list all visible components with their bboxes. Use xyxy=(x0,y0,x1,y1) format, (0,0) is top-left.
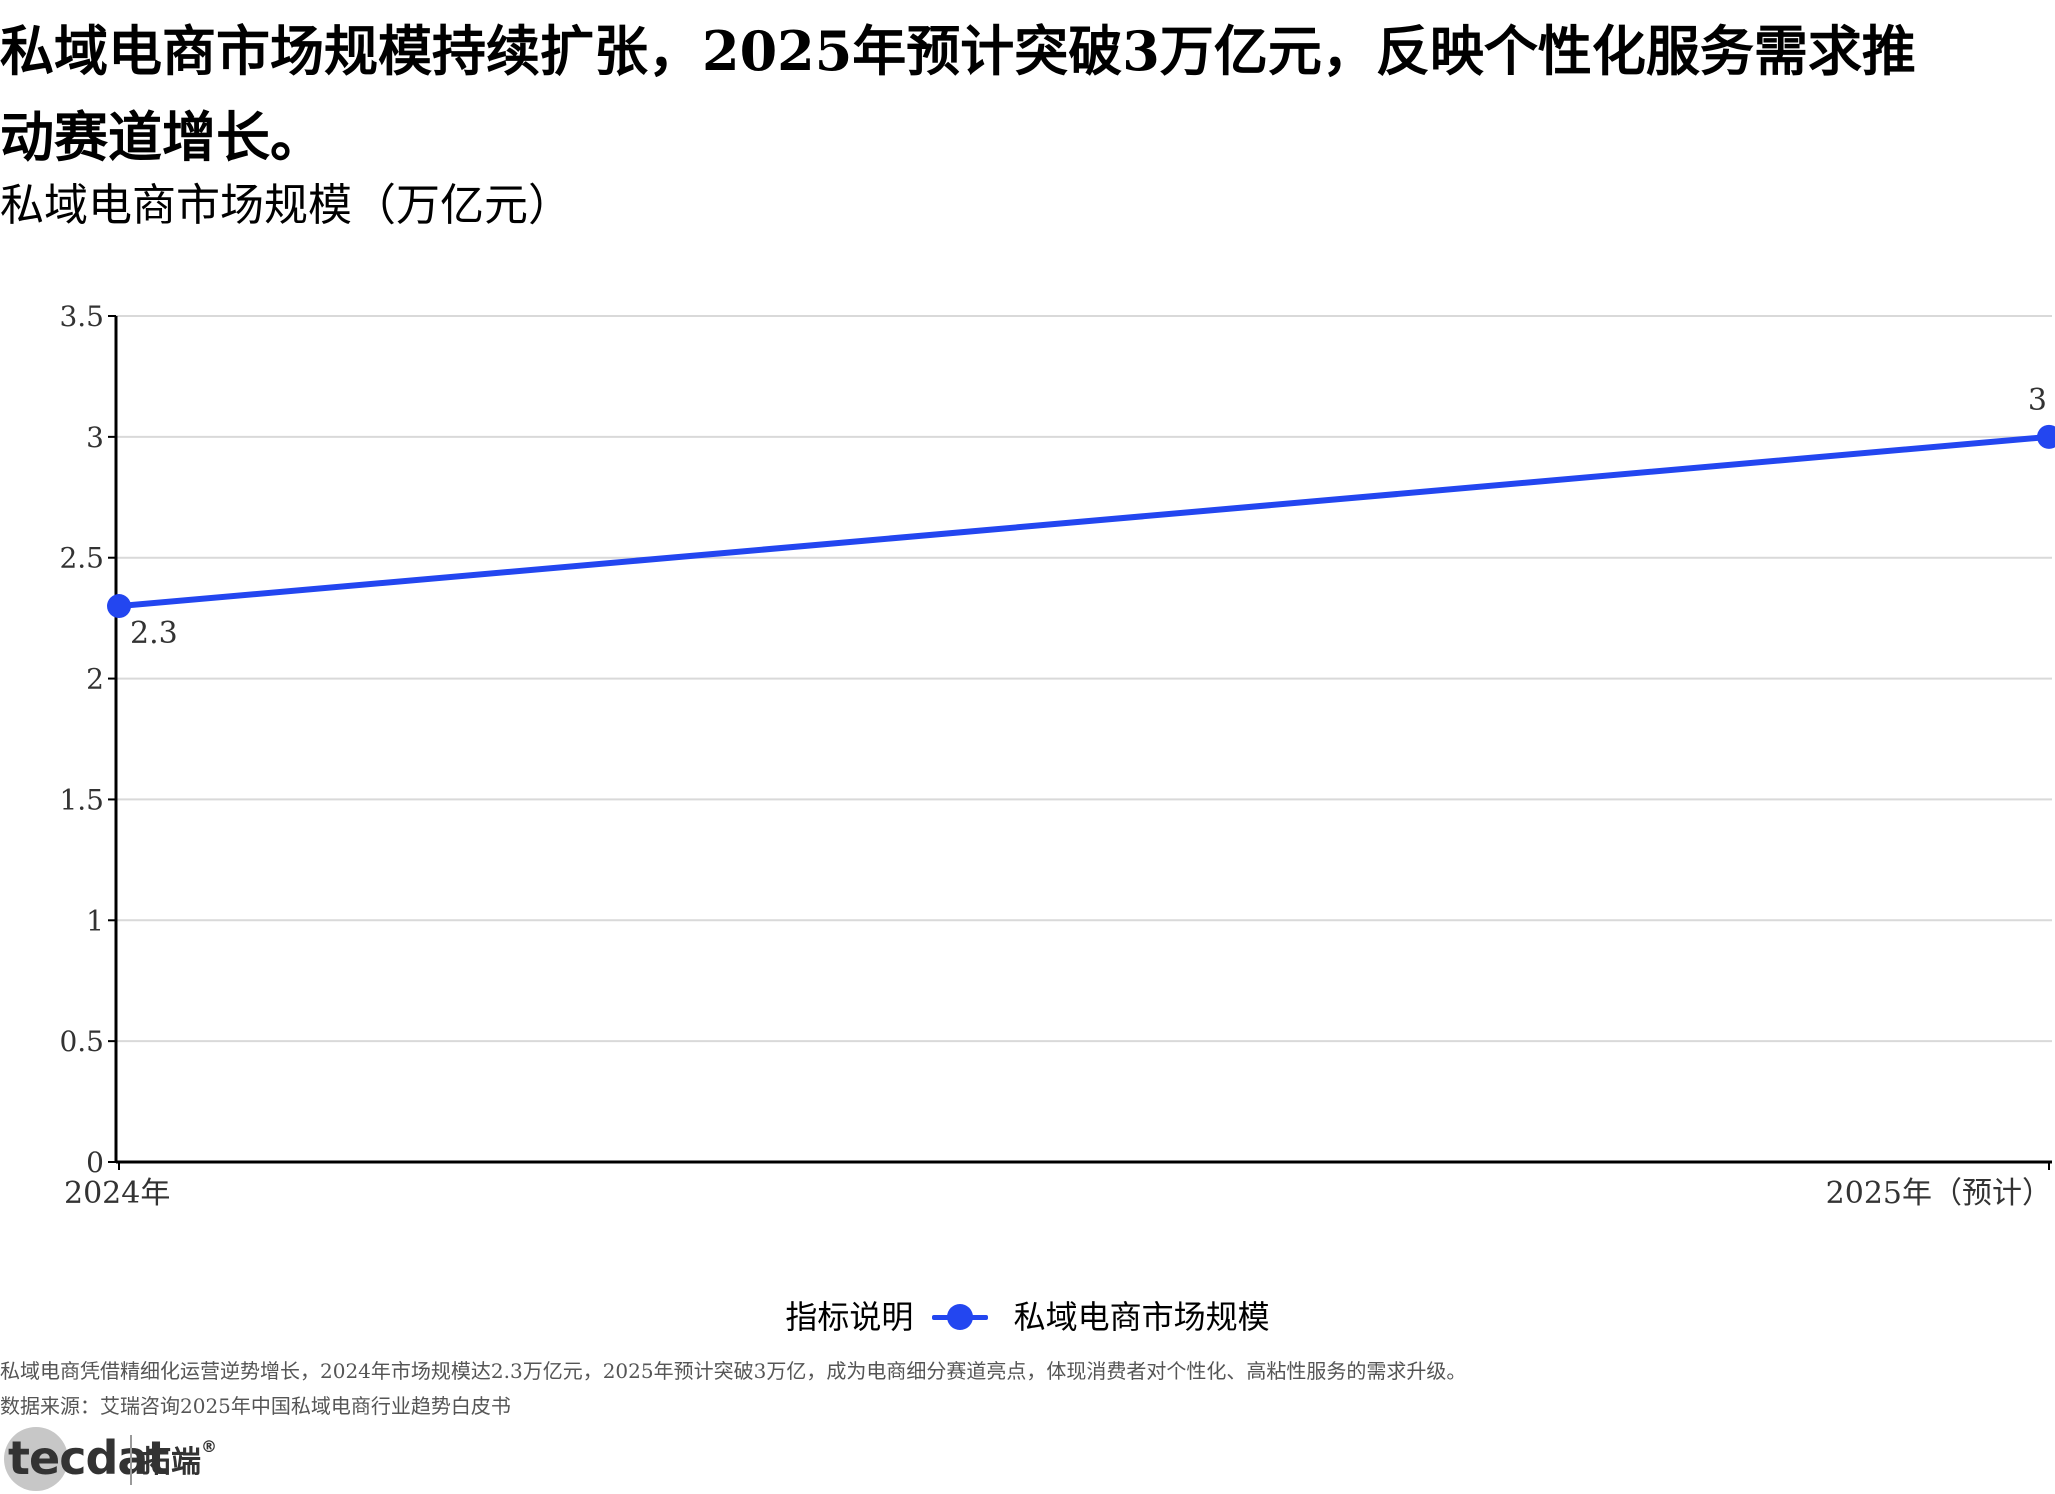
legend-dot xyxy=(946,1303,973,1330)
tecdat-logo: tecdat 拓端® xyxy=(0,1425,260,1493)
legend-marker xyxy=(931,1303,988,1330)
data-point xyxy=(107,594,131,619)
y-tick-label: 0 xyxy=(86,1146,104,1179)
logo-text: tecdat xyxy=(8,1431,169,1485)
y-tick-label: 0.5 xyxy=(59,1025,104,1058)
chart-title: 私域电商市场规模（万亿元） xyxy=(0,180,572,231)
y-tick-label: 3 xyxy=(86,421,104,454)
chart-note: 私域电商凭借精细化运营逆势增长，2024年市场规模达2.3万亿元，2025年预计… xyxy=(0,1359,1467,1383)
legend: 指标说明 私域电商市场规模 xyxy=(0,1290,2055,1341)
legend-series-label: 私域电商市场规模 xyxy=(1013,1297,1270,1336)
series-line xyxy=(116,433,2052,610)
x-tick-label: 2024年 xyxy=(64,1176,170,1211)
logo-cn: 拓端® xyxy=(141,1437,217,1481)
line-chart: 0 0.5 1 1.5 2 2.5 3 3.5 2024年 2025年（预计） 2.3 3 xyxy=(59,300,2055,1211)
source-note: 数据来源：艾瑞咨询2025年中国私域电商行业趋势白皮书 xyxy=(0,1394,511,1418)
y-tick-label: 3.5 xyxy=(59,300,104,333)
y-tick-label: 1.5 xyxy=(59,783,104,816)
y-tick-label: 2 xyxy=(86,663,104,696)
legend-title: 指标说明 xyxy=(785,1297,914,1336)
x-tick-label: 2025年（预计） xyxy=(1826,1176,2052,1211)
logo-separator xyxy=(130,1435,132,1485)
data-label: 3 xyxy=(2028,383,2047,418)
data-point xyxy=(2037,424,2055,449)
data-label: 2.3 xyxy=(130,616,178,651)
chart-headline: 私域电商市场规模持续扩张，2025年预计突破3万亿元，反映个性化服务需求推动赛道… xyxy=(0,19,1916,169)
logo-circle xyxy=(4,1427,68,1491)
y-tick-label: 2.5 xyxy=(59,542,104,575)
logo-reg: ® xyxy=(201,1437,217,1456)
y-tick-label: 1 xyxy=(86,904,104,937)
logo-cn-text: 拓端 xyxy=(141,1445,201,1480)
